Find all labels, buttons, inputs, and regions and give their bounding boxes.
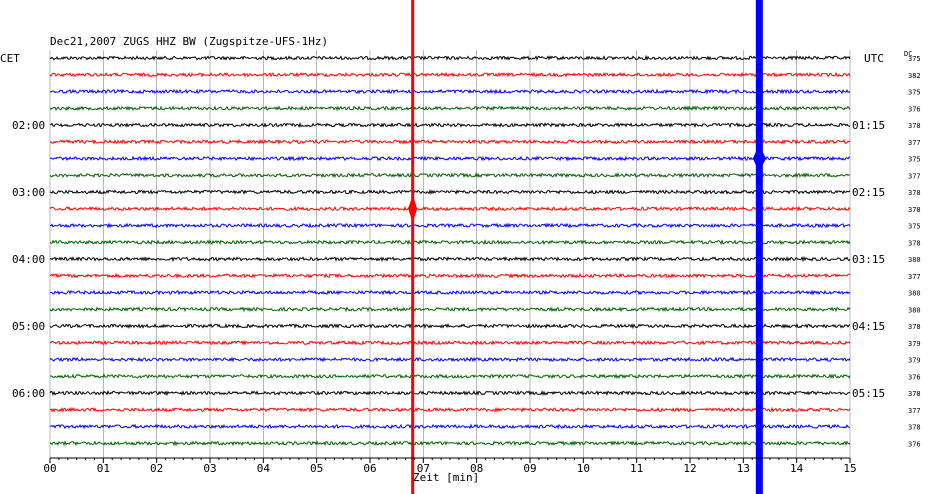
dc-value: 375: [908, 55, 921, 63]
right-time-label: 05:15: [852, 387, 885, 400]
row-labels: 02:00 03:00 04:00 05:00 06:00 01:15 02:15 03:15…: [12, 55, 921, 448]
trace-row-21: [49, 389, 851, 397]
dc-value: 382: [908, 72, 921, 80]
grid-lines: [49, 50, 851, 458]
right-time-label: 03:15: [852, 253, 885, 266]
x-tick-label: 06: [363, 462, 376, 475]
right-time-label: 04:15: [852, 320, 885, 333]
right-time-label: 02:15: [852, 186, 885, 199]
event-peak-2: [752, 144, 766, 173]
dc-value: 378: [908, 189, 921, 197]
trace-row-1: [49, 54, 851, 62]
event-markers: [408, 0, 766, 494]
dc-value: 377: [908, 407, 921, 415]
trace-row-10: [49, 205, 851, 212]
dc-value: 377: [908, 139, 921, 147]
trace-row-24: [49, 440, 851, 447]
trace-row-13: [49, 255, 851, 263]
left-time-label: 02:00: [12, 119, 45, 132]
trace-row-12: [49, 239, 851, 246]
dc-value: 378: [908, 390, 921, 398]
dc-value: 378: [908, 323, 921, 331]
dc-value: 378: [908, 122, 921, 130]
dc-value: 377: [908, 172, 921, 180]
dc-value: 379: [908, 357, 921, 365]
event-peak-1: [408, 194, 418, 223]
trace-row-19: [49, 356, 851, 363]
x-tick-label: 05: [310, 462, 323, 475]
right-time-label: 01:15: [852, 119, 885, 132]
x-tick-label: 12: [683, 462, 696, 475]
left-time-label: 06:00: [12, 387, 45, 400]
x-tick-label: 02: [150, 462, 163, 475]
trace-row-5: [49, 122, 851, 129]
x-tick-label: 00: [43, 462, 56, 475]
dc-column-label: DC: [904, 50, 912, 58]
left-time-label: 05:00: [12, 320, 45, 333]
left-timezone-label: CET: [0, 52, 20, 65]
right-timezone-label: UTC: [864, 52, 884, 65]
x-tick-label: 09: [523, 462, 536, 475]
seismic-traces: [49, 54, 851, 447]
dc-value: 377: [908, 273, 921, 281]
trace-row-22: [49, 406, 851, 413]
event-marker-2: [755, 0, 763, 494]
dc-value: 376: [908, 440, 921, 448]
trace-row-11: [49, 222, 851, 229]
trace-row-20: [49, 373, 851, 380]
dc-value: 380: [908, 306, 921, 314]
dc-value: 375: [908, 223, 921, 231]
dc-value: 378: [908, 239, 921, 247]
x-axis: 00 01 02 03 04 05 06 07 08 09 10 11 12 13 14 15: [43, 457, 857, 475]
dc-value: 375: [908, 156, 921, 164]
trace-row-6: [49, 138, 851, 145]
x-tick-label: 15: [843, 462, 856, 475]
trace-row-8: [49, 172, 851, 179]
dc-value: 379: [908, 340, 921, 348]
event-marker-1: [411, 0, 415, 494]
x-tick-label: 14: [790, 462, 804, 475]
trace-row-15: [49, 289, 851, 296]
x-tick-label: 13: [737, 462, 750, 475]
x-tick-label: 01: [97, 462, 110, 475]
trace-row-4: [49, 105, 851, 112]
trace-row-16: [49, 306, 851, 313]
trace-row-7: [49, 155, 851, 162]
trace-row-14: [49, 272, 851, 279]
dc-value: 376: [908, 105, 921, 113]
dc-value: 376: [908, 373, 921, 381]
trace-row-18: [49, 339, 851, 346]
trace-row-3: [49, 88, 851, 95]
left-time-label: 03:00: [12, 186, 45, 199]
trace-row-17: [49, 322, 851, 330]
x-tick-label: 08: [470, 462, 483, 475]
trace-row-23: [49, 423, 851, 430]
dc-value: 378: [908, 424, 921, 432]
x-tick-label: 03: [203, 462, 216, 475]
trace-row-2: [49, 71, 851, 78]
x-tick-label: 07: [417, 462, 430, 475]
dc-value: 375: [908, 89, 921, 97]
x-tick-label: 10: [577, 462, 590, 475]
dc-value: 378: [908, 206, 921, 214]
x-tick-label: 11: [630, 462, 643, 475]
left-time-label: 04:00: [12, 253, 45, 266]
x-tick-label: 04: [257, 462, 271, 475]
trace-row-9: [49, 188, 851, 196]
chart-title: Dec21,2007 ZUGS HHZ BW (Zugspitze-UFS-1H…: [50, 35, 328, 48]
x-axis-label: Zeit [min]: [413, 471, 479, 484]
dc-value: 380: [908, 256, 921, 264]
dc-value: 380: [908, 290, 921, 298]
